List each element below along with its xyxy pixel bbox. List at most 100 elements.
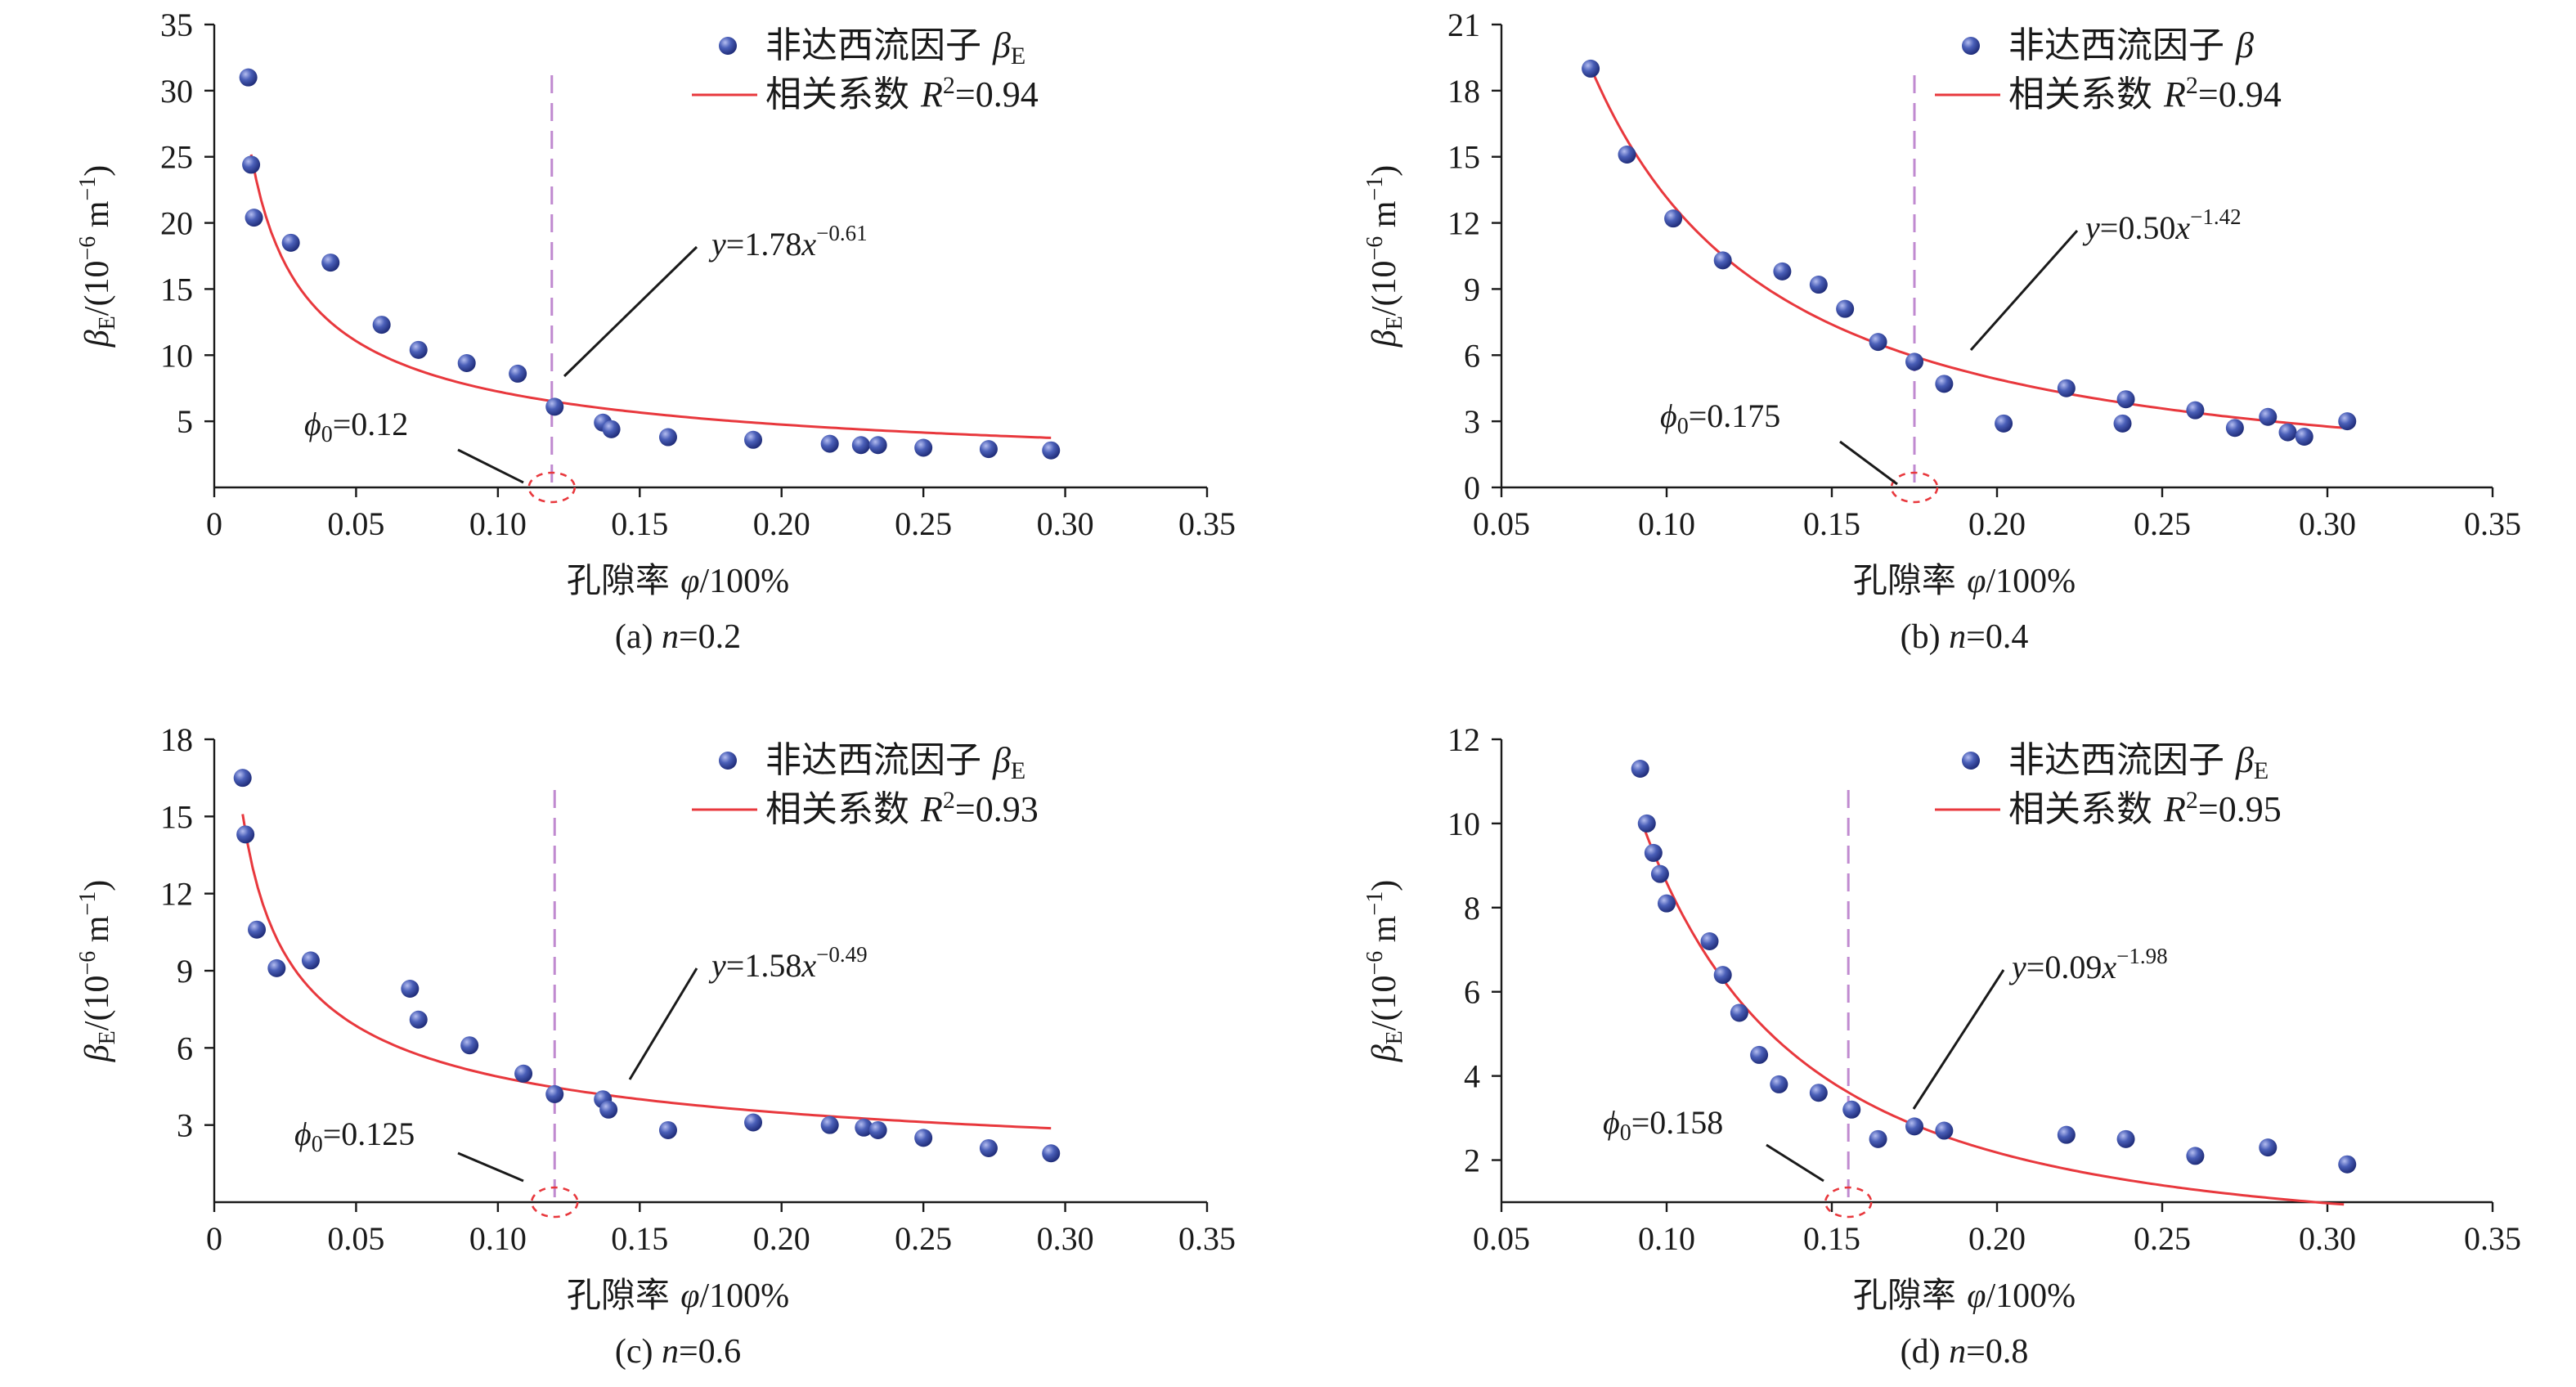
data-point (409, 1010, 428, 1029)
x-tick-label: 0.05 (327, 505, 384, 542)
data-point (744, 430, 763, 449)
phi0-label: ϕ0=0.175 (1660, 397, 1780, 439)
data-point (1658, 894, 1676, 913)
data-point (321, 254, 340, 272)
x-tick-label: 0.20 (1968, 1220, 2026, 1257)
data-point (1750, 1045, 1769, 1064)
data-point (514, 1064, 533, 1083)
threshold-marker (527, 471, 577, 504)
legend-points-label: 非达西流因子 β (2008, 25, 2254, 66)
data-point (744, 1113, 763, 1132)
data-point (1631, 760, 1649, 779)
y-axis-title: βE/(10−6 m−1) (75, 165, 120, 348)
data-point (372, 316, 391, 334)
data-point (245, 209, 263, 227)
data-point (401, 980, 420, 999)
x-tick-label: 0.05 (1473, 505, 1530, 542)
x-tick-label: 0.20 (753, 505, 810, 542)
data-point (2116, 1129, 2135, 1148)
x-tick-label: 0.20 (753, 1220, 810, 1257)
data-point (1809, 276, 1828, 294)
y-axis-title: βE/(10−6 m−1) (1362, 880, 1407, 1062)
data-point (1042, 441, 1061, 460)
data-point (233, 769, 252, 788)
data-point (1582, 59, 1600, 78)
data-point (236, 825, 255, 844)
x-tick-label: 0.10 (469, 505, 527, 542)
x-tick-label: 0.15 (611, 505, 668, 542)
data-point (2186, 1147, 2205, 1165)
legend-point-marker (719, 752, 737, 770)
phi0-leader-line (457, 448, 524, 484)
x-tick-label: 0.30 (2299, 505, 2356, 542)
data-point (2259, 1138, 2278, 1157)
fit-equation: y=0.50x−1.42 (2082, 204, 2242, 246)
x-tick-label: 0.05 (327, 1220, 384, 1257)
data-point (820, 1115, 839, 1134)
x-tick-label: 0.25 (895, 505, 952, 542)
data-point (2295, 428, 2313, 447)
data-point (1836, 299, 1855, 318)
data-point (2186, 401, 2205, 420)
panel-caption: (a) n=0.2 (615, 618, 741, 656)
data-point (1770, 1075, 1788, 1093)
x-tick-label: 0.30 (1037, 1220, 1094, 1257)
y-axis-title: βE/(10−6 m−1) (1362, 165, 1407, 348)
x-tick-label: 0.05 (1473, 1220, 1530, 1257)
data-point (2057, 379, 2076, 397)
data-point (545, 397, 564, 416)
y-tick-label: 3 (1464, 403, 1480, 440)
data-point (1730, 1003, 1748, 1022)
data-point (1618, 146, 1636, 164)
equation-leader-line (628, 967, 698, 1080)
fit-equation: y=0.09x−1.98 (2008, 944, 2168, 985)
threshold-marker (1824, 1186, 1873, 1219)
y-tick-label: 6 (1464, 337, 1480, 374)
y-tick-label: 9 (177, 953, 193, 990)
x-axis-title: 孔隙率 φ/100% (567, 1275, 789, 1315)
y-tick-label: 12 (1447, 721, 1480, 758)
y-tick-label: 3 (177, 1107, 193, 1144)
data-point (851, 436, 870, 455)
threshold-marker (530, 1186, 579, 1219)
panel-caption: (b) n=0.4 (1901, 618, 2029, 656)
x-tick-label: 0.30 (2299, 1220, 2356, 1257)
x-tick-label: 0.15 (1803, 505, 1860, 542)
data-point (1773, 262, 1792, 281)
legend-fit-label: 相关系数 R2=0.95 (2008, 787, 2282, 830)
x-tick-label: 0.35 (2464, 1220, 2521, 1257)
equation-leader-line (1969, 230, 2079, 351)
x-axis-title: 孔隙率 φ/100% (1853, 560, 2076, 600)
y-axis-title: βE/(10−6 m−1) (75, 880, 120, 1062)
x-tick-label: 0.10 (1638, 1220, 1695, 1257)
x-tick-label: 0.30 (1037, 505, 1094, 542)
x-tick-label: 0.10 (469, 1220, 527, 1257)
legend-fit-label: 相关系数 R2=0.93 (765, 787, 1039, 830)
data-point (1650, 864, 1669, 883)
y-tick-label: 35 (160, 7, 193, 43)
chart-panel-2: 0.05 0.10 0.15 0.20 0.25 0.30 0.35 0 3 6 9 12 15 18 21… (1362, 7, 2521, 656)
phi0-leader-line (457, 1151, 524, 1183)
y-tick-label: 25 (160, 139, 193, 176)
data-point (2225, 419, 2244, 438)
y-tick-label: 21 (1447, 7, 1480, 43)
x-axis-title: 孔隙率 φ/100% (1853, 1275, 2076, 1315)
data-point (2116, 390, 2135, 409)
x-tick-label: 0.10 (1638, 505, 1695, 542)
fit-equation: y=1.78x−0.61 (708, 221, 868, 263)
x-tick-label: 0.25 (895, 1220, 952, 1257)
data-point (599, 1100, 618, 1119)
equation-leader-line (563, 245, 698, 378)
data-point (409, 340, 428, 359)
data-point (545, 1084, 564, 1103)
data-point (1905, 352, 1923, 371)
data-point (281, 233, 300, 252)
equation-leader-line (1912, 969, 2005, 1110)
data-point (248, 920, 267, 939)
data-point (855, 1118, 873, 1137)
data-point (820, 434, 839, 453)
data-point (1042, 1144, 1061, 1163)
data-point (914, 1129, 933, 1147)
x-tick-label: 0.15 (611, 1220, 668, 1257)
